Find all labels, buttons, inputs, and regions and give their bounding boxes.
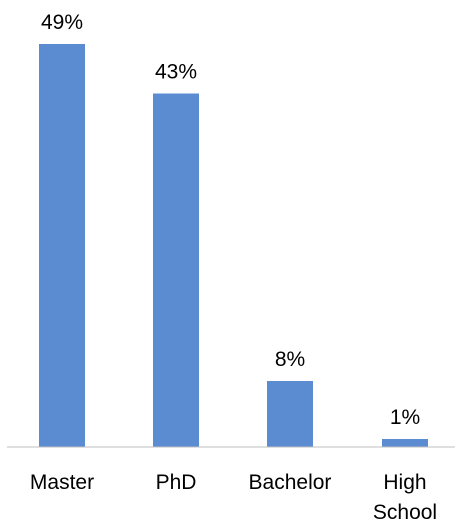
value-label-2: 8% xyxy=(275,348,305,371)
category-label-2-line-0: Bachelor xyxy=(249,471,332,494)
bar-1 xyxy=(153,93,199,448)
value-labels-group: 49% 43% 8% 1% xyxy=(41,11,420,429)
category-label-0: Master xyxy=(30,471,94,494)
category-label-3: High School xyxy=(373,471,437,523)
category-label-1-line-0: PhD xyxy=(156,471,197,494)
value-label-3: 1% xyxy=(390,406,420,429)
value-label-1: 43% xyxy=(155,60,197,83)
bar-2 xyxy=(267,381,313,447)
value-label-0: 49% xyxy=(41,11,83,34)
category-label-3-line-0: High xyxy=(383,471,426,494)
bar-3 xyxy=(382,438,428,447)
category-labels-group: Master PhD Bachelor High School xyxy=(30,471,437,523)
category-label-1: PhD xyxy=(156,471,197,494)
category-label-3-line-1: School xyxy=(373,501,437,523)
category-label-2: Bachelor xyxy=(249,471,332,494)
bars-group xyxy=(39,44,428,448)
category-label-0-line-0: Master xyxy=(30,471,94,494)
bar-0 xyxy=(39,44,85,447)
